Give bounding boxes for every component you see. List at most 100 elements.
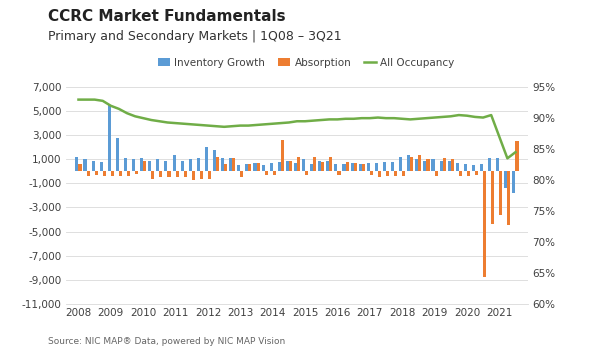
Bar [119,171,122,176]
Bar [172,155,175,171]
Text: Source: NIC MAP® Data, powered by NIC MAP Vision: Source: NIC MAP® Data, powered by NIC MA… [48,336,285,346]
Bar [229,158,232,171]
Bar [459,171,462,176]
Bar [248,164,251,171]
All Occupancy [463,113,470,118]
Bar [281,140,284,171]
Bar [108,105,111,171]
Bar [426,159,429,171]
Bar [450,159,454,171]
Bar [127,171,130,176]
Bar [224,164,227,171]
Bar [407,155,410,171]
Bar [350,163,353,171]
Bar [237,165,241,171]
Bar [216,157,219,171]
All Occupancy [496,135,503,139]
Bar [181,161,184,171]
Bar [418,155,421,171]
Bar [310,164,313,171]
Bar [289,161,292,171]
All Occupancy [124,111,131,115]
Bar [241,171,244,177]
Line: All Occupancy: All Occupancy [78,99,516,158]
Bar [394,171,397,176]
Bar [504,171,507,188]
Bar [75,157,78,171]
Bar [447,161,451,171]
Bar [92,161,95,171]
Bar [329,157,332,171]
Bar [338,171,341,175]
Bar [313,157,316,171]
Bar [432,159,435,171]
Bar [256,163,259,171]
Bar [232,158,235,171]
Bar [443,158,446,171]
All Occupancy [237,124,244,128]
Bar [472,165,475,171]
All Occupancy [156,119,163,123]
Bar [399,157,402,171]
All Occupancy [75,97,82,102]
Bar [205,147,208,171]
Bar [346,162,349,171]
Bar [262,165,265,171]
Bar [83,159,87,171]
Text: CCRC Market Fundamentals: CCRC Market Fundamentals [48,9,286,24]
Bar [286,161,289,171]
Bar [423,161,426,171]
All Occupancy [512,150,519,154]
Bar [435,171,438,176]
Text: Primary and Secondary Markets | 1Q08 – 3Q21: Primary and Secondary Markets | 1Q08 – 3… [48,30,342,43]
Bar [326,161,329,171]
Bar [440,161,443,171]
Bar [305,171,308,175]
Bar [200,171,203,179]
Bar [318,161,321,171]
Bar [386,171,389,176]
Bar [168,171,171,177]
Bar [402,171,405,176]
Bar [273,171,276,175]
Bar [297,157,300,171]
Bar [140,158,143,171]
Bar [143,161,147,171]
Bar [197,158,200,171]
Bar [78,164,81,171]
Bar [353,163,357,171]
Bar [456,163,459,171]
Bar [343,164,346,171]
Bar [245,164,248,171]
Bar [116,138,119,171]
Bar [270,163,273,171]
Bar [507,171,511,225]
Bar [467,171,470,176]
Bar [375,163,378,171]
Bar [208,171,211,179]
Bar [496,158,499,171]
Bar [124,158,127,171]
Bar [278,162,281,171]
Bar [362,164,365,171]
Bar [391,162,394,171]
All Occupancy [180,122,188,126]
Bar [321,162,324,171]
Bar [367,163,370,171]
Bar [483,171,486,277]
Bar [148,161,151,171]
Bar [87,171,90,176]
Bar [383,162,386,171]
Bar [378,171,381,177]
Bar [111,171,114,176]
Bar [516,141,519,171]
Bar [475,171,478,175]
Bar [415,159,418,171]
Bar [253,163,256,171]
Legend: Inventory Growth, Absorption, All Occupancy: Inventory Growth, Absorption, All Occupa… [154,53,459,72]
All Occupancy [504,156,511,161]
Bar [99,162,103,171]
Bar [175,171,178,177]
Bar [464,164,467,171]
Bar [184,171,187,177]
